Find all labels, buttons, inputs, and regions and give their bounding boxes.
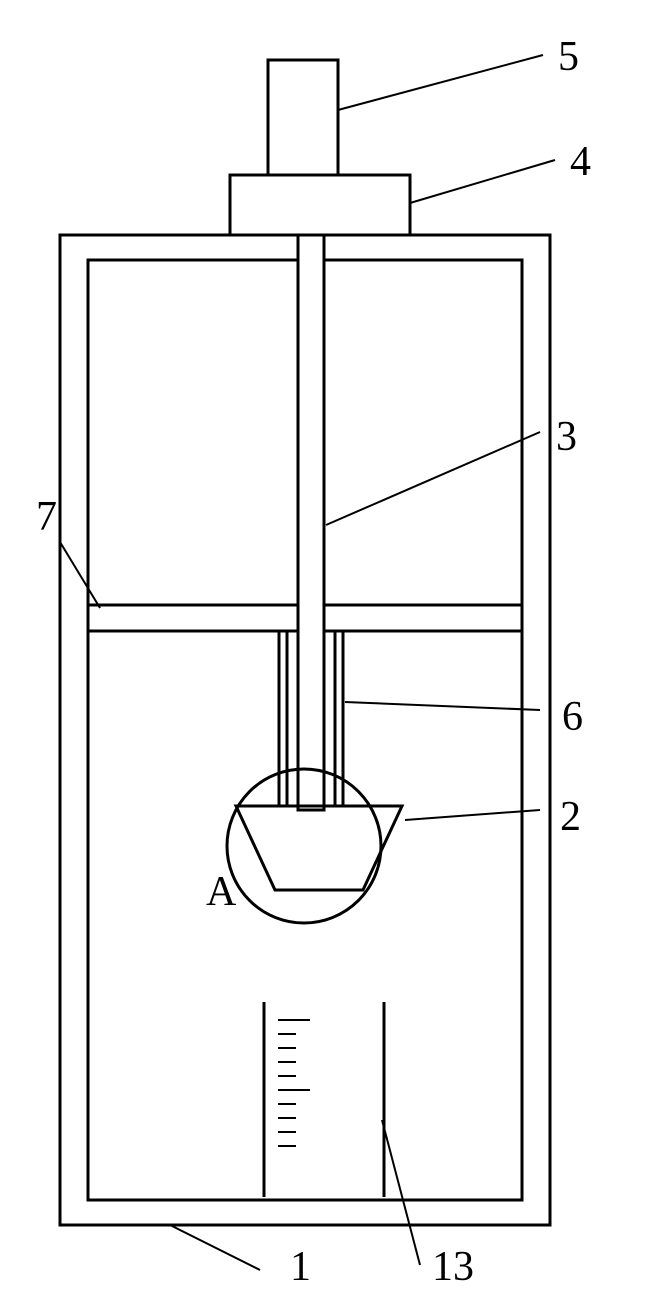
- label-3: 3: [556, 414, 577, 460]
- leader-4: [410, 160, 555, 203]
- label-6: 6: [562, 694, 583, 740]
- label-5: 5: [558, 34, 579, 80]
- label-A: A: [206, 869, 237, 915]
- shaft-3: [298, 235, 324, 810]
- label-1: 1: [290, 1244, 311, 1290]
- label-7: 7: [36, 494, 57, 540]
- leader-2: [405, 810, 540, 820]
- leader-1: [170, 1225, 260, 1270]
- beaker-13-sides: [264, 1002, 384, 1197]
- block-4: [230, 175, 410, 235]
- block-5: [268, 60, 338, 175]
- leader-5: [338, 55, 543, 110]
- technical-diagram: 1 2 3 4 5 6 7 13 A: [0, 0, 652, 1308]
- label-4: 4: [570, 139, 591, 185]
- label-2: 2: [560, 794, 581, 840]
- leader-3: [326, 432, 540, 525]
- label-13: 13: [432, 1244, 474, 1290]
- leader-6: [345, 702, 540, 710]
- leader-13: [382, 1120, 420, 1265]
- leader-7: [60, 542, 100, 608]
